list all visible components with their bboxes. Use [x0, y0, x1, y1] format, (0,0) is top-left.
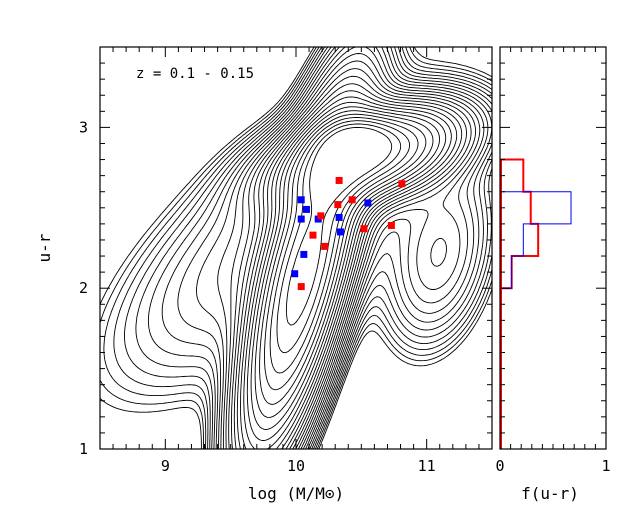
x-tick-label: 9	[161, 457, 170, 475]
hist-x-tick-label: 1	[601, 457, 610, 475]
red-point	[297, 283, 305, 291]
blue-point	[336, 228, 344, 236]
y-tick-label: 3	[79, 118, 88, 136]
x-tick-label: 10	[287, 457, 305, 475]
y-tick-label: 1	[79, 440, 88, 458]
red-point	[348, 196, 356, 204]
contour-line	[113, 47, 492, 449]
contour-line	[236, 83, 463, 449]
main-x-axis-label: log (M/M⊙)	[248, 484, 344, 503]
contour-line	[250, 106, 441, 430]
histogram-x-axis-label: f(u-r)	[521, 484, 579, 503]
contour-line	[135, 47, 492, 449]
main-plot-panel: 9 10 11 123 z = 0.1 - 0.15 log (M/M⊙) u-r	[35, 46, 493, 503]
red-point	[335, 176, 343, 184]
contour-line	[233, 75, 467, 449]
contour-line	[264, 117, 419, 391]
contour-line	[228, 60, 477, 449]
contour-line	[177, 47, 492, 449]
red-point	[334, 201, 342, 209]
blue-histogram	[500, 191, 572, 289]
contour-line	[100, 47, 492, 449]
hist-x-tick-label: 0	[495, 457, 504, 475]
contour-line	[230, 68, 472, 449]
blue-point	[297, 196, 305, 204]
main-y-tick-labels: 1 2 3	[79, 118, 88, 458]
contour-line	[124, 47, 492, 449]
red-point	[360, 225, 368, 233]
blue-point	[302, 205, 310, 213]
red-point	[309, 231, 317, 239]
x-tick-label: 11	[418, 457, 436, 475]
red-point	[387, 221, 395, 229]
red-point	[317, 212, 325, 220]
y-tick-label: 2	[79, 279, 88, 297]
contour-line	[100, 47, 492, 449]
histogram-frame	[499, 46, 607, 450]
histogram-axis-ticks	[499, 46, 607, 450]
contour-line	[147, 47, 492, 449]
redshift-annotation: z = 0.1 - 0.15	[136, 66, 254, 82]
contour-line	[254, 110, 434, 418]
contour-line	[246, 101, 447, 441]
main-y-axis-label: u-r	[35, 233, 54, 262]
scatter-points	[291, 176, 406, 291]
density-contours	[100, 47, 492, 449]
main-x-tick-labels: 9 10 11	[161, 457, 436, 475]
histogram-lines	[500, 158, 572, 449]
contour-line	[259, 113, 427, 405]
blue-point	[364, 199, 372, 207]
main-axis-ticks	[99, 46, 493, 450]
contour-line	[240, 90, 458, 449]
red-point	[398, 180, 406, 188]
contour-line	[103, 47, 492, 449]
contour-line	[269, 120, 411, 374]
blue-point	[291, 270, 299, 278]
contour-line	[285, 126, 393, 326]
contour-line	[161, 47, 492, 449]
blue-point	[300, 250, 308, 258]
blue-point	[335, 213, 343, 221]
red-point	[321, 242, 329, 250]
contour-line	[217, 47, 485, 449]
blue-point	[297, 215, 305, 223]
contour-line	[225, 53, 481, 449]
